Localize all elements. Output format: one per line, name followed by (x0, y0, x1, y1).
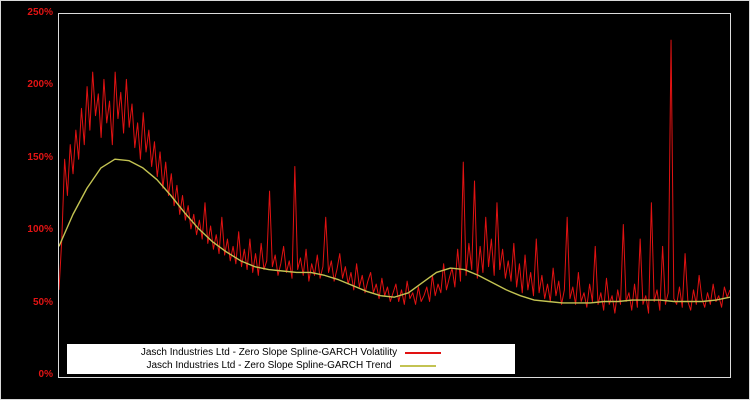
legend-item-trend: Jasch Industries Ltd - Zero Slope Spline… (67, 359, 515, 372)
legend: Jasch Industries Ltd - Zero Slope Spline… (67, 344, 515, 374)
trend-line-sample-icon (399, 364, 436, 367)
plot-area: Jasch Industries Ltd - Zero Slope Spline… (58, 13, 731, 378)
legend-label-volatility: Jasch Industries Ltd - Zero Slope Spline… (140, 347, 398, 358)
volatility-line-sample-icon (405, 351, 442, 354)
volatility-series-line (59, 39, 730, 314)
y-axis-label: 100% (27, 224, 53, 235)
y-axis-label: 0% (38, 369, 53, 380)
legend-label-trend: Jasch Industries Ltd - Zero Slope Spline… (146, 360, 392, 371)
trend-series-line (59, 158, 730, 304)
y-axis-label: 150% (27, 152, 53, 163)
y-axis-label: 250% (27, 7, 53, 18)
y-axis-label: 50% (32, 297, 53, 308)
y-axis-label: 200% (27, 79, 53, 90)
chart-svg (59, 39, 730, 314)
legend-item-volatility: Jasch Industries Ltd - Zero Slope Spline… (67, 346, 515, 359)
